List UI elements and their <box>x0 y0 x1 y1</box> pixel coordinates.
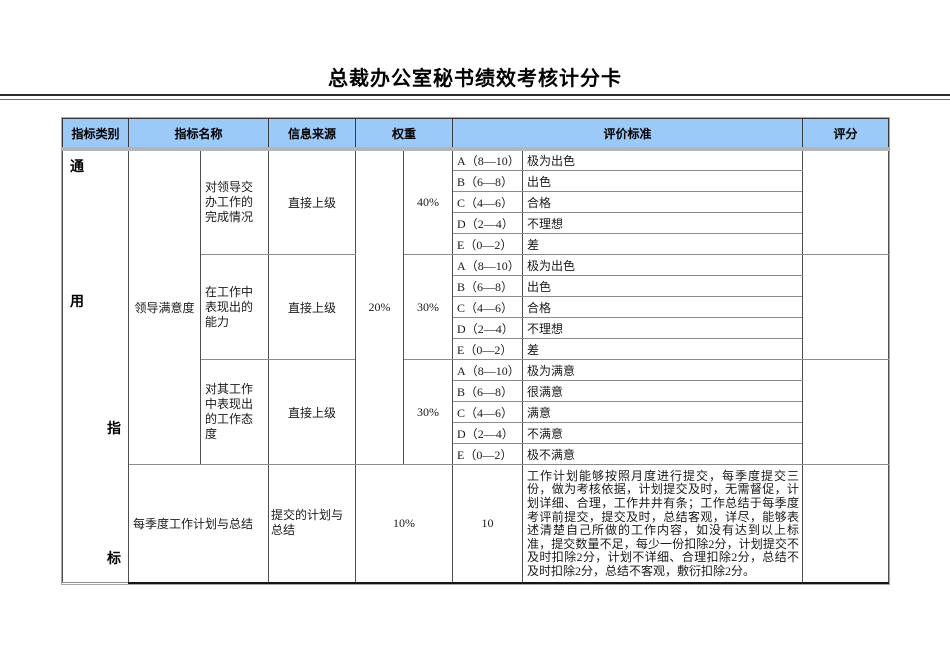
quarterly-criteria-cell: 工作计划能够按照月度进行提交，每季度提交三份，做为考核依据，计划提交及时，无需督… <box>522 464 804 584</box>
page-title: 总裁办公室秘书绩效考核计分卡 <box>328 68 622 90</box>
table-row: 对其工作中表现出的工作态度 直接上级 30% A（8—10） 极为满意 <box>63 359 890 465</box>
table-row: 通 用 指 标 领导满意度 对领导交办工作的完成情况 直接上级 20% 40% … <box>62 148 890 583</box>
sub-indicator-cell: 对其工作中表现出的工作态度 <box>199 359 270 465</box>
table-row: C（4—6） 满意 <box>63 401 889 423</box>
grade-desc-cell: 合格 <box>522 296 804 318</box>
grade-cell: B（6—8） <box>452 380 524 402</box>
header-score: 评分 <box>802 118 890 151</box>
header-source: 信息来源 <box>268 118 357 151</box>
category-char-1: 通 <box>70 158 84 174</box>
quarterly-name-cell: 每季度工作计划与总结 <box>127 464 270 584</box>
grade-desc-cell: 不理想 <box>522 317 804 339</box>
table-row: C（4—6） 合格 <box>63 191 889 213</box>
grade-cell: A（8—10） <box>452 254 524 276</box>
category-char-2: 用 <box>70 293 84 309</box>
source-cell: 直接上级 <box>268 254 357 360</box>
scorecard-table: 指标类别 指标名称 信息来源 权重 评价标准 评分 通 用 指 标 领导满意度 … <box>60 117 891 585</box>
score-cell[interactable] <box>802 464 890 584</box>
grade-desc-cell: 满意 <box>522 401 804 423</box>
grade-cell: D（2—4） <box>452 317 524 339</box>
score-cell[interactable] <box>802 254 890 360</box>
score-cell[interactable] <box>802 148 890 255</box>
grade-desc-cell: 极为满意 <box>522 359 804 381</box>
grade-desc-cell: 极为出色 <box>522 254 804 276</box>
grade-cell: A（8—10） <box>452 359 524 381</box>
category-cell: 通 用 指 标 <box>62 148 129 583</box>
grade-cell: B（6—8） <box>452 275 524 297</box>
quarterly-fullscore-cell: 10 <box>452 464 524 584</box>
title-double-rule <box>0 94 950 100</box>
grade-cell: A（8—10） <box>452 148 524 171</box>
table-row: 每季度工作计划与总结 提交的计划与总结 10% 10 工作计划能够按照月度进行提… <box>63 464 890 584</box>
source-cell: 直接上级 <box>268 148 357 255</box>
grade-cell: E（0—2） <box>452 443 524 465</box>
grade-desc-cell: 不满意 <box>522 422 804 444</box>
grade-desc-cell: 不理想 <box>522 212 804 234</box>
grade-cell: C（4—6） <box>452 296 524 318</box>
category-char-4: 标 <box>107 550 121 566</box>
header-name: 指标名称 <box>127 118 270 151</box>
grade-desc-cell: 差 <box>522 338 804 360</box>
table-row: B（6—8） 出色 <box>63 275 889 297</box>
grade-desc-cell: 极为出色 <box>522 148 804 171</box>
header-weight: 权重 <box>355 118 454 151</box>
grade-cell: D（2—4） <box>452 212 524 234</box>
table-row: 在工作中表现出的能力 直接上级 30% A（8—10） 极为出色 <box>63 254 890 360</box>
main-indicator-cell: 领导满意度 <box>128 148 201 465</box>
category-char-3: 指 <box>107 420 121 436</box>
grade-desc-cell: 合格 <box>522 191 804 213</box>
sub-weight-cell: 40% <box>403 148 454 255</box>
source-cell: 直接上级 <box>268 359 357 465</box>
grade-desc-cell: 很满意 <box>522 380 804 402</box>
grade-desc-cell: 差 <box>522 233 804 255</box>
grade-cell: C（4—6） <box>452 401 524 423</box>
main-weight-cell: 20% <box>355 148 405 465</box>
grade-desc-cell: 极不满意 <box>522 443 804 465</box>
grade-cell: C（4—6） <box>452 191 524 213</box>
grade-cell: E（0—2） <box>452 233 524 255</box>
sub-indicator-cell: 在工作中表现出的能力 <box>199 254 270 360</box>
header-category: 指标类别 <box>62 118 129 151</box>
sub-weight-cell: 30% <box>403 254 454 360</box>
table-header-row: 指标类别 指标名称 信息来源 权重 评价标准 评分 <box>62 118 890 151</box>
grade-desc-cell: 出色 <box>522 170 804 192</box>
sub-indicator-cell: 对领导交办工作的完成情况 <box>199 148 270 255</box>
grade-cell: B（6—8） <box>452 170 524 192</box>
sub-weight-cell: 30% <box>403 359 454 465</box>
grade-desc-cell: 出色 <box>522 275 804 297</box>
score-cell[interactable] <box>802 359 890 465</box>
quarterly-source-cell: 提交的计划与总结 <box>268 464 357 584</box>
header-criteria: 评价标准 <box>452 118 804 151</box>
table-row: D（2—4） 不理想 <box>63 212 889 234</box>
grade-cell: D（2—4） <box>452 422 524 444</box>
table-row: B（6—8） 很满意 <box>63 380 889 402</box>
quarterly-weight-cell: 10% <box>355 464 454 584</box>
table-row: C（4—6） 合格 <box>63 296 889 318</box>
grade-cell: E（0—2） <box>452 338 524 360</box>
